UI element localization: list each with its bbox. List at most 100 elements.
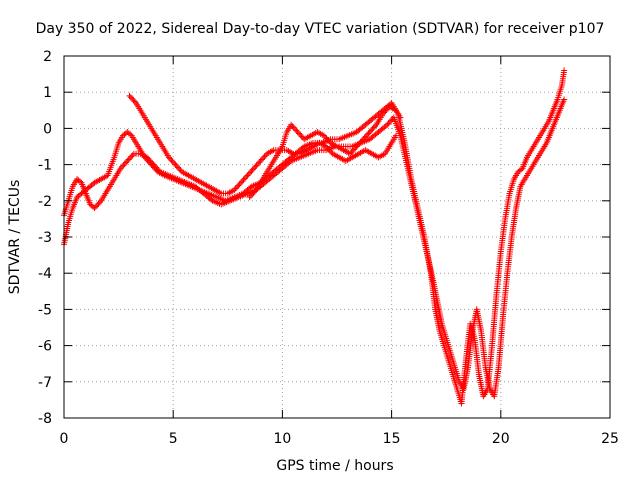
data-point bbox=[247, 184, 254, 191]
data-point bbox=[147, 158, 154, 165]
data-point bbox=[95, 200, 102, 207]
data-point bbox=[253, 162, 260, 169]
data-point bbox=[127, 131, 134, 138]
data-point bbox=[360, 136, 367, 143]
data-point bbox=[379, 110, 386, 117]
data-point bbox=[77, 178, 84, 185]
data-point bbox=[325, 146, 332, 153]
data-point bbox=[286, 159, 293, 166]
x-tick-label: 0 bbox=[60, 431, 69, 447]
data-point bbox=[126, 155, 133, 162]
data-point bbox=[324, 136, 331, 143]
data-point bbox=[175, 164, 182, 171]
data-point bbox=[384, 121, 391, 128]
data-point bbox=[369, 126, 376, 133]
data-point bbox=[289, 123, 296, 130]
data-point bbox=[385, 120, 392, 127]
data-point bbox=[143, 154, 150, 161]
data-point bbox=[129, 95, 136, 102]
data-point bbox=[322, 134, 329, 141]
data-point bbox=[247, 192, 254, 199]
y-tick-label: -8 bbox=[38, 411, 52, 427]
data-point bbox=[260, 155, 267, 162]
data-point bbox=[383, 106, 390, 113]
data-point bbox=[241, 175, 248, 182]
data-point bbox=[354, 142, 361, 149]
data-point bbox=[91, 205, 98, 212]
data-point bbox=[154, 165, 161, 172]
data-point bbox=[247, 169, 254, 176]
data-point bbox=[249, 166, 256, 173]
data-point bbox=[347, 150, 354, 157]
data-point bbox=[125, 156, 132, 163]
y-axis-label: SDTVAR / TECUs bbox=[7, 180, 23, 295]
data-point bbox=[351, 146, 358, 153]
series-3 bbox=[246, 103, 404, 201]
data-point bbox=[126, 92, 133, 99]
y-tick-label: -4 bbox=[38, 266, 52, 282]
data-point bbox=[168, 157, 175, 164]
series-0 bbox=[61, 67, 568, 407]
data-point bbox=[124, 157, 131, 164]
data-point bbox=[127, 94, 134, 101]
data-point bbox=[128, 153, 135, 160]
data-point bbox=[358, 137, 365, 144]
y-tick-label: -2 bbox=[38, 194, 52, 210]
y-tick-label: -6 bbox=[38, 339, 52, 355]
data-point bbox=[323, 143, 330, 150]
data-point bbox=[294, 129, 301, 136]
data-point bbox=[167, 155, 174, 162]
data-point bbox=[348, 149, 355, 156]
data-point bbox=[176, 165, 183, 172]
x-tick-label: 25 bbox=[601, 431, 619, 447]
data-point bbox=[150, 161, 157, 168]
data-point bbox=[119, 163, 126, 170]
x-tick-label: 5 bbox=[169, 431, 178, 447]
series-2 bbox=[126, 92, 399, 197]
data-point bbox=[250, 189, 257, 196]
data-point bbox=[386, 118, 393, 125]
data-point bbox=[258, 156, 265, 163]
data-point bbox=[561, 96, 568, 103]
data-point bbox=[251, 188, 258, 195]
data-point bbox=[292, 126, 299, 133]
data-point bbox=[290, 124, 297, 131]
data-point bbox=[295, 130, 302, 137]
data-point bbox=[293, 127, 300, 134]
data-point bbox=[248, 168, 255, 175]
data-point bbox=[231, 186, 238, 193]
data-point bbox=[155, 167, 162, 174]
data-point bbox=[172, 161, 179, 168]
data-point bbox=[129, 152, 136, 159]
data-point bbox=[252, 163, 259, 170]
data-point bbox=[169, 158, 176, 165]
data-point bbox=[297, 131, 304, 138]
x-tick-label: 15 bbox=[383, 431, 401, 447]
data-point bbox=[233, 184, 240, 191]
data-point bbox=[153, 164, 160, 171]
data-point bbox=[237, 179, 244, 186]
data-point bbox=[362, 133, 369, 140]
data-point bbox=[288, 121, 295, 128]
data-point bbox=[382, 122, 389, 129]
data-point bbox=[365, 130, 372, 137]
data-point bbox=[366, 129, 373, 136]
data-point bbox=[320, 132, 327, 139]
x-axis-label: GPS time / hours bbox=[276, 458, 393, 474]
y-tick-label: 2 bbox=[43, 49, 52, 65]
y-tick-label: 0 bbox=[43, 121, 52, 137]
y-tick-label: -3 bbox=[38, 230, 52, 246]
data-point bbox=[243, 173, 250, 180]
data-point bbox=[165, 154, 172, 161]
data-point bbox=[261, 153, 268, 160]
data-point bbox=[356, 140, 363, 147]
series-1 bbox=[61, 96, 568, 400]
data-point bbox=[388, 117, 395, 124]
x-tick-label: 10 bbox=[273, 431, 291, 447]
data-point bbox=[382, 108, 389, 115]
data-point bbox=[324, 144, 331, 151]
grid bbox=[64, 56, 610, 418]
axes-ticks bbox=[63, 55, 611, 419]
